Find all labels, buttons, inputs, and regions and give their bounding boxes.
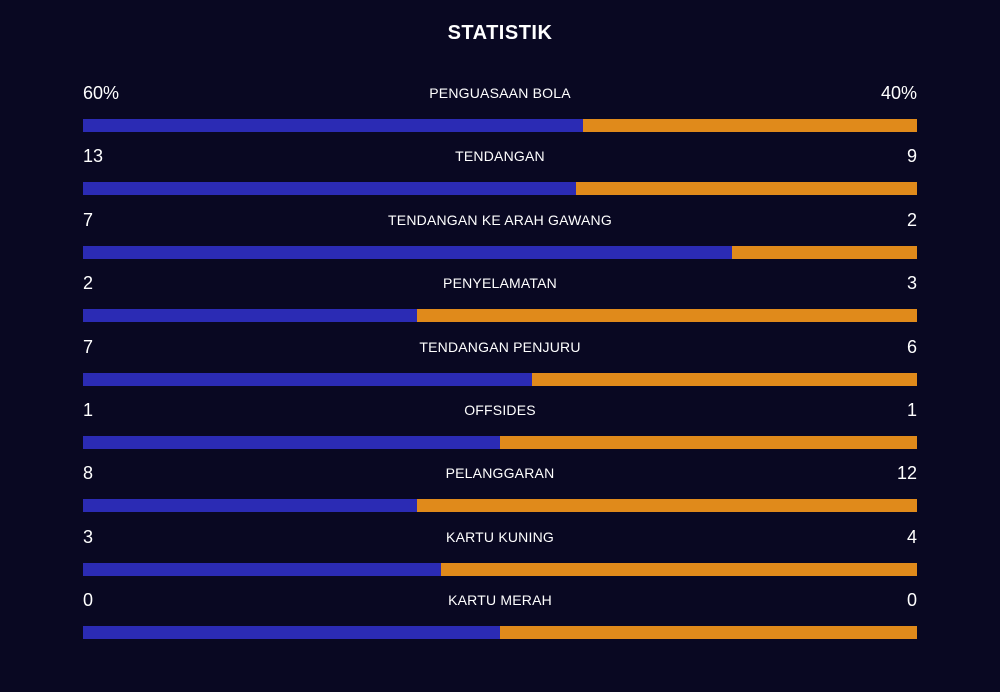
stat-label: OFFSIDES xyxy=(464,401,536,418)
home-value: 3 xyxy=(83,526,94,547)
away-bar-segment xyxy=(575,182,917,196)
stat-row-saves: 2 PENYELAMATAN 3 xyxy=(83,268,917,331)
stats-list: 60% PENGUASAAN BOLA 40% 13 TENDANGAN 9 7… xyxy=(83,78,917,649)
away-value: 40% xyxy=(880,83,917,103)
comparison-bar xyxy=(83,119,917,132)
stat-label: PELANGGARAN xyxy=(445,465,555,482)
away-bar-segment xyxy=(531,372,917,386)
away-bar-segment xyxy=(416,309,917,323)
away-bar-segment xyxy=(440,562,917,576)
comparison-bar xyxy=(83,245,917,259)
home-value: 2 xyxy=(83,273,94,294)
home-value: 7 xyxy=(83,209,94,230)
away-value: 2 xyxy=(906,209,917,230)
stat-label: TENDANGAN PENJURU xyxy=(419,338,581,355)
away-bar-segment xyxy=(500,626,917,640)
comparison-bar xyxy=(83,372,917,386)
away-value: 9 xyxy=(906,146,917,167)
stat-label: KARTU KUNING xyxy=(446,528,554,545)
home-value: 8 xyxy=(83,463,94,484)
comparison-bar xyxy=(83,182,917,196)
home-bar-segment xyxy=(83,499,417,513)
home-bar-segment xyxy=(83,182,576,196)
comparison-bar xyxy=(83,435,917,449)
comparison-bar xyxy=(83,499,917,513)
away-value: 0 xyxy=(906,590,917,611)
comparison-bar xyxy=(83,626,917,640)
away-bar-segment xyxy=(500,435,917,449)
stat-row-shots: 13 TENDANGAN 9 xyxy=(83,141,917,204)
away-bar-segment xyxy=(583,119,917,132)
page-title: STATISTIK xyxy=(447,22,553,44)
home-value: 1 xyxy=(83,399,94,420)
away-value: 1 xyxy=(906,399,917,420)
stat-row-yellow-cards: 3 KARTU KUNING 4 xyxy=(83,522,917,585)
away-value: 6 xyxy=(906,336,917,357)
home-bar-segment xyxy=(83,372,532,386)
home-bar-segment xyxy=(83,245,732,259)
stat-label: TENDANGAN KE ARAH GAWANG xyxy=(388,211,612,228)
home-value: 0 xyxy=(83,590,94,611)
home-value: 7 xyxy=(83,336,94,357)
stat-label: PENGUASAAN BOLA xyxy=(429,85,571,101)
home-bar-segment xyxy=(83,562,441,576)
away-bar-segment xyxy=(416,499,917,513)
home-bar-segment xyxy=(83,435,500,449)
stat-row-red-cards: 0 KARTU MERAH 0 xyxy=(83,585,917,648)
comparison-bar xyxy=(83,562,917,576)
away-bar-segment xyxy=(731,245,917,259)
home-bar-segment xyxy=(83,309,417,323)
stat-row-offsides: 1 OFFSIDES 1 xyxy=(83,395,917,458)
home-bar-segment xyxy=(83,626,500,640)
stat-label: PENYELAMATAN xyxy=(443,275,557,292)
away-value: 4 xyxy=(906,526,917,547)
home-value: 60% xyxy=(83,83,120,103)
away-value: 3 xyxy=(906,273,917,294)
stat-label: KARTU MERAH xyxy=(448,592,552,609)
stat-label: TENDANGAN xyxy=(455,148,545,165)
home-bar-segment xyxy=(83,119,584,132)
stat-row-shots-on-target: 7 TENDANGAN KE ARAH GAWANG 2 xyxy=(83,205,917,268)
stat-row-possession: 60% PENGUASAAN BOLA 40% xyxy=(83,78,917,141)
home-value: 13 xyxy=(83,146,104,167)
comparison-bar xyxy=(83,309,917,323)
away-value: 12 xyxy=(896,463,917,484)
stat-row-corners: 7 TENDANGAN PENJURU 6 xyxy=(83,332,917,395)
stat-row-fouls: 8 PELANGGARAN 12 xyxy=(83,458,917,521)
